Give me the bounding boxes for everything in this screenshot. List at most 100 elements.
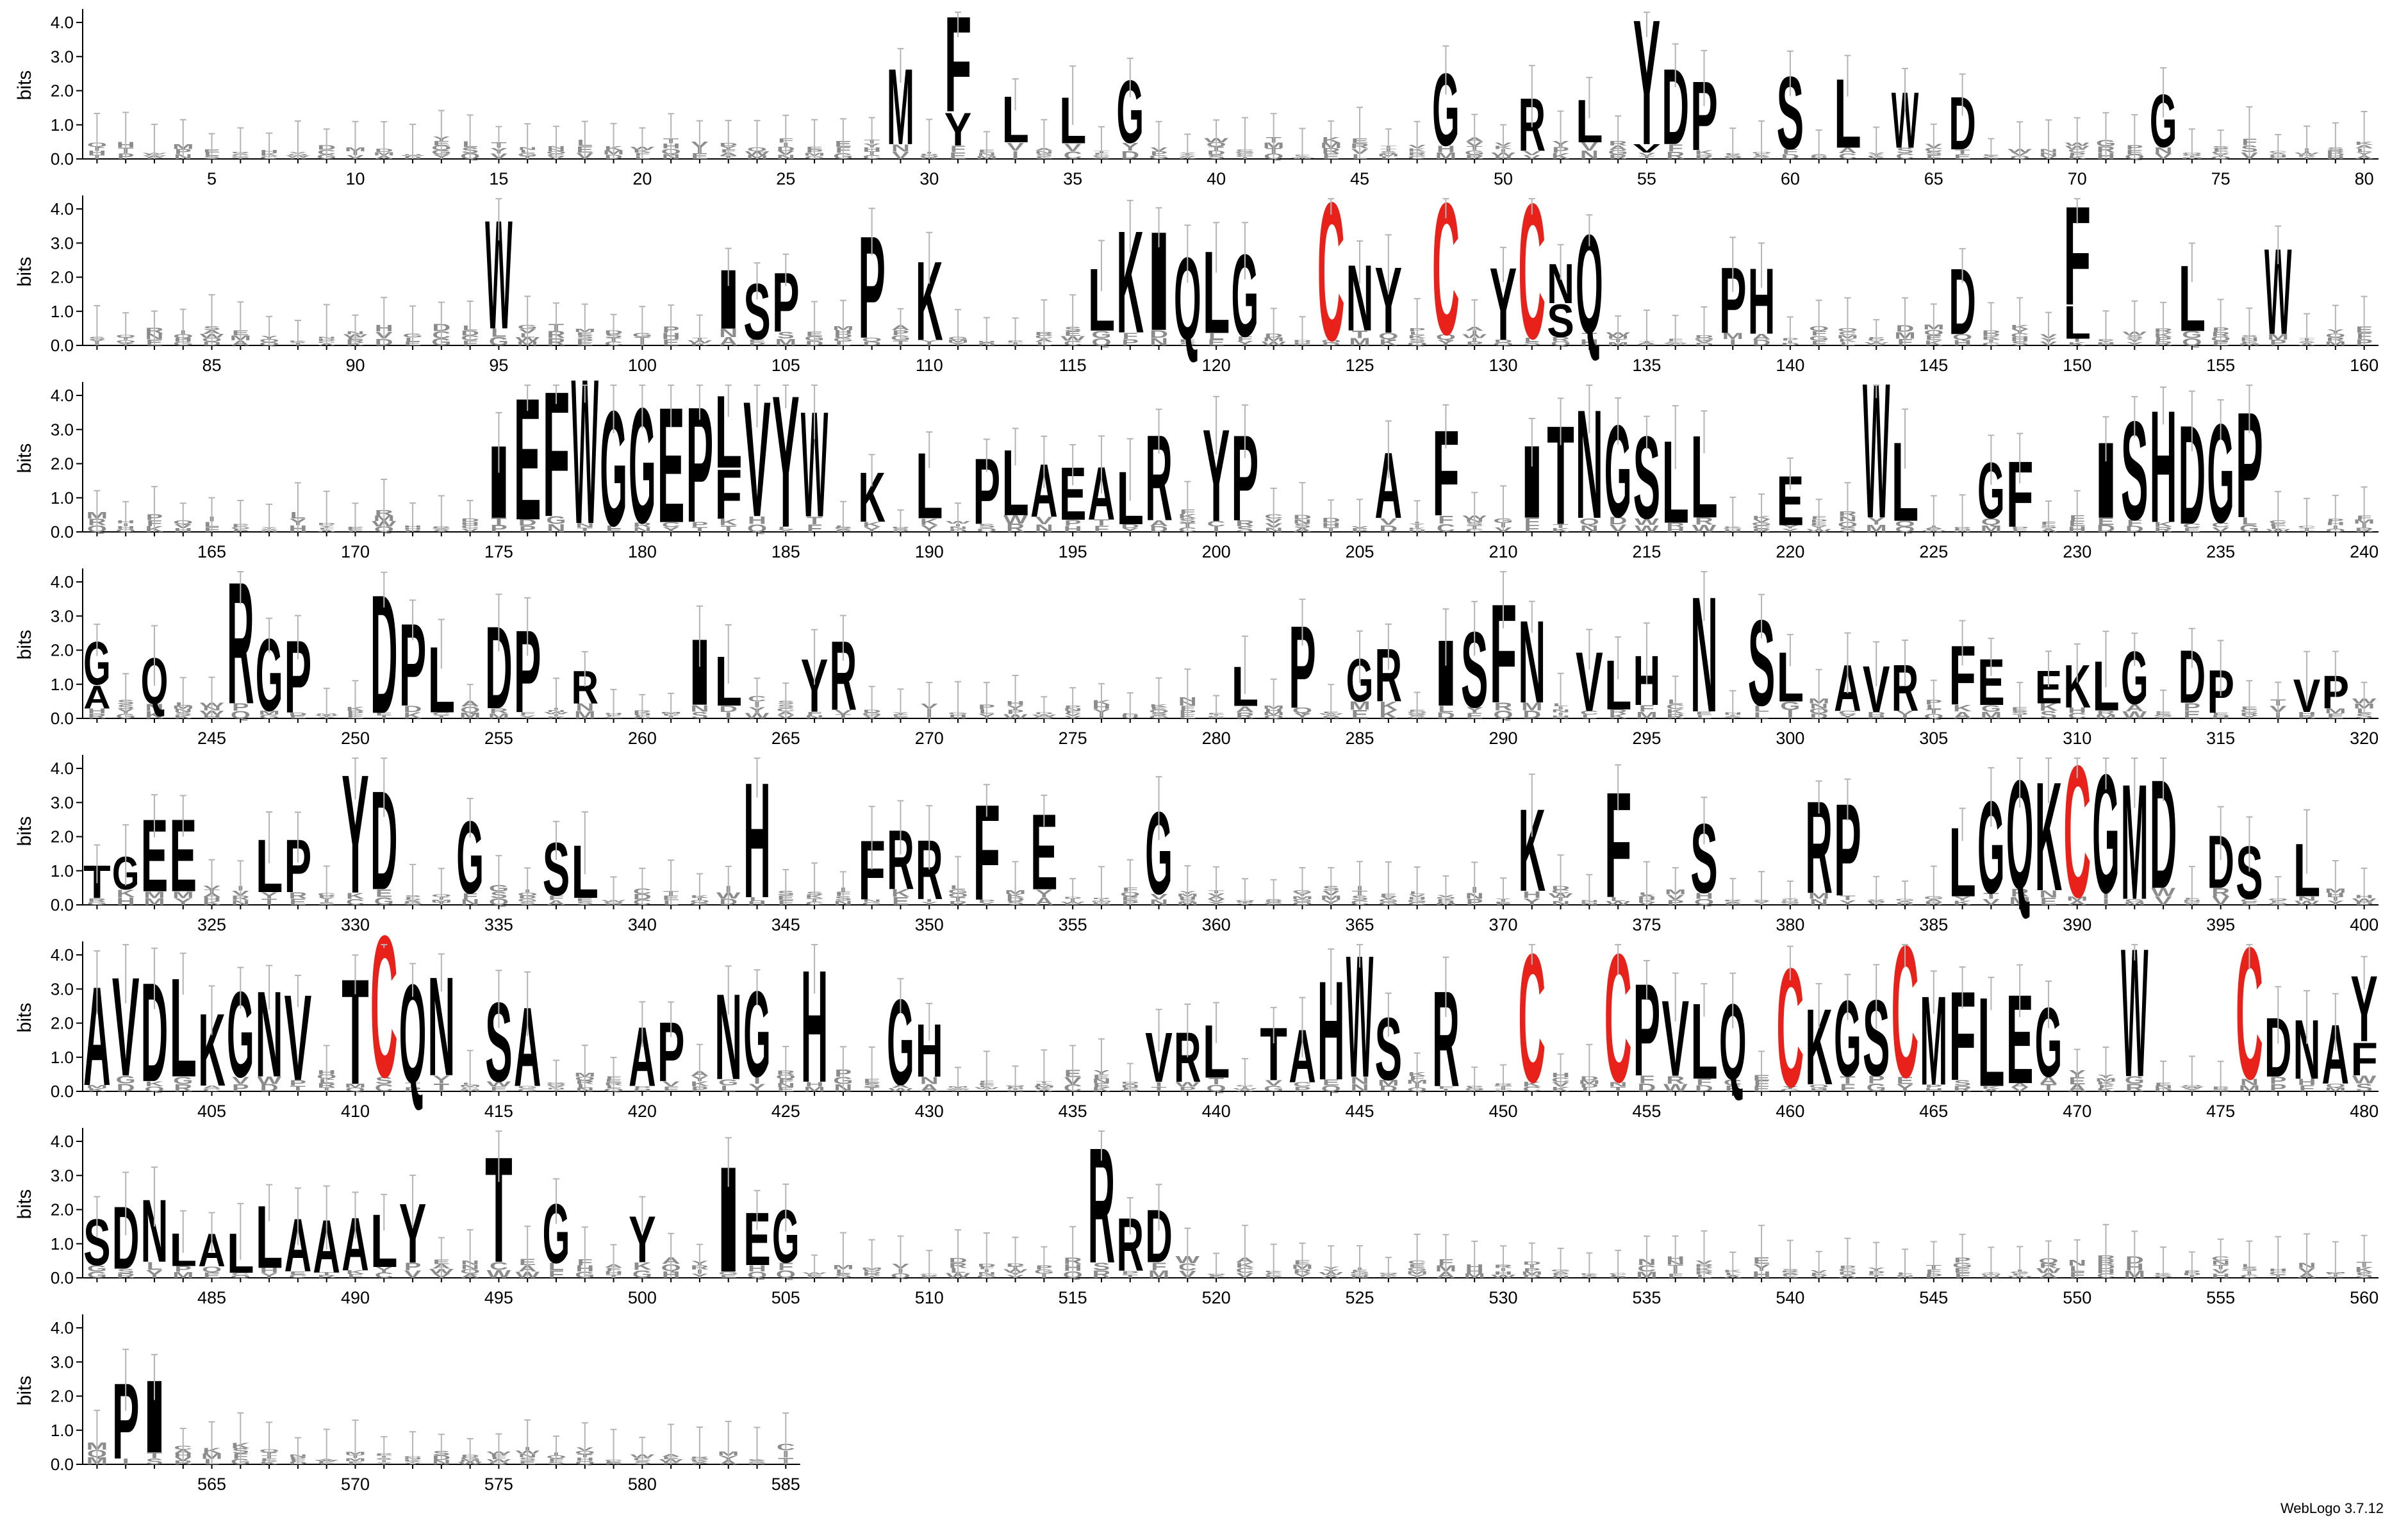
residue-letter-minor: V [1523,154,1541,160]
y-tick-label: 3.0 [51,793,74,812]
y-tick-label: 3.0 [51,233,74,252]
residue-letter-minor: C [432,712,450,716]
x-tick-label: 125 [1346,356,1374,375]
residue-letter-minor: T [807,515,823,527]
x-tick-label: 195 [1059,542,1087,561]
residue-letter-minor: C [1838,152,1857,161]
residue-letter-minor: T [692,525,708,533]
residue-letter-minor: H [1953,338,1972,347]
residue-letter-minor: C [2182,523,2201,529]
x-tick-label: 5 [207,169,217,188]
y-tick-label: 4.0 [51,386,74,405]
x-tick-label: 565 [197,1475,226,1494]
residue-letter-minor: Y [519,715,536,720]
residue-letter-minor: N [1580,149,1599,161]
residue-letter-minor: N [575,702,594,713]
residue-letter-minor: K [719,517,738,527]
x-tick-label: 30 [919,169,939,188]
y-tick-label: 0.0 [51,1082,74,1101]
x-tick-label: 545 [1919,1288,1948,1307]
x-tick-label: 375 [1632,915,1661,934]
x-tick-label: 550 [2063,1288,2091,1307]
residue-letter-minor: D [1752,338,1771,347]
residue-letter-minor: P [748,342,766,346]
x-tick-label: 265 [771,729,800,748]
x-tick-label: 270 [915,729,944,748]
y-axis-label: bits [14,70,35,101]
residue-letter-minor: T [1954,149,1970,156]
logo-row: 0.01.02.03.04.0bitsQRMQHIHKFPHVQFLI165PL… [14,336,2379,567]
residue-letter-minor: R [1235,519,1254,528]
y-tick-label: 1.0 [51,302,74,321]
residue-letter-minor: G [260,714,279,720]
y-tick-label: 0.0 [51,1268,74,1287]
residue-letter-minor: Y [1782,524,1799,529]
x-tick-label: 325 [197,915,226,934]
y-tick-label: 0.0 [51,895,74,914]
x-tick-label: 165 [197,542,226,561]
y-axis-label: bits [14,257,35,287]
residue-letter: W [1863,343,1890,558]
residue-letter-minor: D [1150,328,1168,340]
residue-letter-minor: T [434,715,450,719]
x-tick-label: 175 [484,542,513,561]
x-tick-label: 345 [771,915,800,934]
residue-letter-minor: R [633,522,652,529]
x-tick-label: 130 [1489,356,1517,375]
residue-letter-minor: C [662,521,680,529]
x-tick-label: 555 [2206,1288,2235,1307]
residue-letter-minor: D [2097,524,2115,534]
residue-letter-minor: S [1208,154,1225,160]
x-tick-label: 205 [1346,542,1374,561]
residue-letter-minor: L [1524,337,1540,343]
residue-letter: L [2063,295,2091,349]
x-tick-label: 415 [484,1102,513,1121]
y-tick-label: 4.0 [51,1132,74,1151]
x-tick-label: 145 [1919,356,1948,375]
residue-letter-minor: N [575,522,594,529]
residue-letter-minor: F [950,144,966,154]
y-axis-label: bits [14,1189,35,1220]
y-tick-label: 1.0 [51,1048,74,1067]
residue-letter-minor: V [1007,140,1024,153]
y-tick-label: 3.0 [51,1166,74,1185]
y-axis-label: bits [14,630,35,660]
residue-letter-minor: V [1380,517,1397,527]
x-tick-label: 570 [341,1475,370,1494]
residue-letter-minor: G [546,514,566,527]
residue-letter-minor: E [1179,338,1196,343]
residue-letter-minor: V [2155,152,2172,161]
x-tick-label: 490 [341,1288,370,1307]
x-tick-label: 440 [1202,1102,1231,1121]
residue-letter-minor: H [1064,524,1082,534]
residue-letter-minor: L [606,525,621,530]
residue-letter-minor: Q [747,522,767,534]
x-tick-label: 15 [489,169,508,188]
residue-letter-minor: Q [862,337,882,343]
residue-letter: V [1633,142,1661,156]
residue-letter-minor: D [2125,524,2144,534]
residue-letter-minor: F [1783,147,1798,155]
residue-letter-minor: K [2154,521,2173,529]
residue-letter-minor: C [1064,149,1082,161]
residue-letter-minor: E [290,715,307,719]
residue-letter-minor: K [1695,149,1713,156]
residue-letter-minor: Q [2182,337,2202,348]
residue-letter-minor: S [1237,525,1254,534]
x-tick-label: 290 [1489,729,1517,748]
residue-letter-minor: V [2212,526,2229,533]
residue-letter-minor: E [1954,153,1971,160]
residue-letter-minor: L [778,526,793,530]
residue-letter: C [2236,909,2263,1119]
residue-letter-minor: R [2154,525,2173,533]
x-tick-label: 455 [1632,1102,1661,1121]
residue-letter-minor: N [547,522,566,534]
residue-letter-minor: R [88,712,106,720]
x-tick-label: 505 [771,1288,800,1307]
logo-row: 0.01.02.03.04.0bitsTHIQPTHPAWKWNPMSLE5TG… [14,0,2379,188]
x-tick-label: 535 [1632,1288,1661,1307]
residue-letter-minor: S [1179,342,1196,346]
residue-letter-minor: F [1123,331,1138,341]
x-tick-label: 585 [771,1475,800,1494]
residue-letter-minor: Q [1579,517,1599,527]
